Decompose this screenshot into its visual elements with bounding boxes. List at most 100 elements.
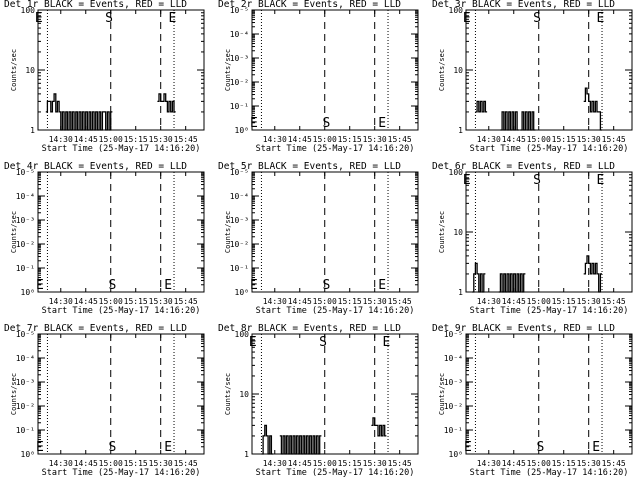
- chart-title: Det 2r BLACK = Events, RED = LLD: [218, 0, 401, 10]
- y-tick-label: 10⁰: [235, 288, 249, 297]
- x-axis-label: Start Time (25-May-17 14:16:20): [256, 144, 415, 154]
- x-tick-label: 15:45: [174, 297, 198, 306]
- annotation-letter-s: S: [536, 440, 544, 455]
- y-tick-label: 10⁻¹: [16, 264, 35, 273]
- y-axis-label: Counts/sec: [438, 49, 446, 91]
- annotation-letter-e: E: [250, 278, 258, 293]
- y-axis-label: Counts/sec: [438, 211, 446, 253]
- events-series-segment-3: [371, 417, 387, 437]
- x-tick-label: 15:45: [174, 459, 198, 468]
- events-series-segment-4: [583, 87, 602, 131]
- y-tick-label: 10⁻⁴: [230, 192, 249, 201]
- plot-frame: [251, 333, 419, 455]
- annotation-letter-e: E: [592, 440, 600, 455]
- x-tick-label: 15:15: [338, 135, 362, 144]
- chart-panel-4: Det 4r BLACK = Events, RED = LLD 14:30 14:…: [4, 161, 205, 316]
- chart-title: Det 7r BLACK = Events, RED = LLD: [4, 323, 187, 334]
- x-axis-label: Start Time (25-May-17 14:16:20): [470, 306, 629, 316]
- y-tick-label: 10⁻⁴: [16, 354, 35, 363]
- y-tick-label: 10⁻²: [16, 240, 35, 249]
- y-tick-label: 10: [453, 228, 463, 237]
- chart-title: Det 4r BLACK = Events, RED = LLD: [4, 161, 187, 172]
- annotation-letter-e: E: [36, 278, 44, 293]
- x-axis-label: Start Time (25-May-17 14:16:20): [470, 144, 629, 154]
- x-tick-label: 15:45: [602, 459, 626, 468]
- y-tick-label: 10⁻²: [16, 402, 35, 411]
- x-tick-label: 15:30: [149, 459, 173, 468]
- plot-frame: [465, 171, 633, 293]
- x-tick-label: 14:45: [288, 459, 312, 468]
- x-tick-label: 14:30: [263, 135, 287, 144]
- y-axis-label: Counts/sec: [10, 49, 18, 91]
- x-tick-label: 15:30: [363, 459, 387, 468]
- chart-title: Det 6r BLACK = Events, RED = LLD: [432, 161, 615, 172]
- chart-panel-7: Det 7r BLACK = Events, RED = LLD 14:30 14:…: [4, 323, 205, 478]
- chart-title: Det 3r BLACK = Events, RED = LLD: [432, 0, 615, 10]
- events-series-segment-1: [261, 424, 274, 455]
- annotation-letter-e: E: [463, 173, 471, 188]
- y-tick-label: 100: [21, 6, 36, 15]
- y-tick-label: 10⁻¹: [230, 102, 249, 111]
- x-tick-label: 15:45: [602, 135, 626, 144]
- y-tick-label: 10⁻⁵: [16, 330, 35, 339]
- y-axis-label: Counts/sec: [10, 373, 18, 415]
- x-tick-label: 14:45: [502, 135, 526, 144]
- y-tick-label: 10⁻³: [230, 54, 249, 63]
- annotation-letter-e: E: [464, 440, 472, 455]
- y-tick-label: 100: [235, 330, 250, 339]
- y-tick-label: 1: [458, 288, 463, 297]
- y-tick-label: 10⁻⁵: [16, 168, 35, 177]
- plot-frame: [465, 333, 633, 455]
- x-axis-label: Start Time (25-May-17 14:16:20): [42, 468, 201, 478]
- x-tick-label: 14:30: [49, 135, 73, 144]
- y-tick-label: 10⁻⁵: [230, 168, 249, 177]
- events-series-segment-2: [500, 111, 519, 131]
- y-tick-label: 10⁻³: [230, 216, 249, 225]
- x-tick-label: 15:30: [577, 459, 601, 468]
- x-tick-label: 15:15: [552, 135, 576, 144]
- x-tick-label: 14:45: [74, 297, 98, 306]
- plot-frame: [37, 333, 205, 455]
- x-tick-label: 14:30: [263, 459, 287, 468]
- x-tick-label: 14:30: [263, 297, 287, 306]
- x-tick-label: 15:30: [577, 297, 601, 306]
- annotation-letter-s: S: [319, 335, 327, 350]
- x-tick-label: 15:00: [313, 135, 337, 144]
- annotation-letter-e: E: [249, 335, 257, 350]
- x-tick-label: 15:00: [527, 459, 551, 468]
- plot-frame: [37, 171, 205, 293]
- y-axis-label: Counts/sec: [224, 373, 232, 415]
- y-tick-label: 10: [453, 66, 463, 75]
- x-tick-label: 15:30: [577, 135, 601, 144]
- x-tick-label: 14:45: [288, 135, 312, 144]
- x-tick-label: 15:30: [363, 135, 387, 144]
- x-tick-label: 15:00: [99, 459, 123, 468]
- x-tick-label: 15:45: [174, 135, 198, 144]
- x-tick-label: 14:30: [49, 459, 73, 468]
- annotation-letter-e: E: [164, 440, 172, 455]
- plot-frame: [251, 171, 419, 293]
- annotation-letter-s: S: [322, 116, 330, 131]
- y-axis-label: Counts/sec: [224, 211, 232, 253]
- events-series-segment-1: [472, 262, 486, 293]
- x-tick-label: 14:45: [502, 459, 526, 468]
- x-tick-label: 14:30: [477, 459, 501, 468]
- x-tick-label: 15:15: [124, 297, 148, 306]
- y-tick-label: 1: [244, 450, 249, 459]
- annotation-letter-e: E: [250, 116, 258, 131]
- annotation-letter-e: E: [378, 116, 386, 131]
- y-tick-label: 10⁻²: [230, 78, 249, 87]
- annotation-letter-s: S: [533, 173, 541, 188]
- annotation-letter-e: E: [378, 278, 386, 293]
- y-tick-label: 1: [30, 126, 35, 135]
- y-tick-label: 10⁰: [235, 126, 249, 135]
- annotation-letter-s: S: [533, 11, 541, 26]
- y-tick-label: 100: [449, 168, 464, 177]
- chart-panel-3: Det 3r BLACK = Events, RED = LLD 14:30 14:…: [432, 0, 633, 154]
- annotation-letter-e: E: [382, 335, 390, 350]
- x-tick-label: 14:45: [74, 459, 98, 468]
- x-tick-label: 15:00: [313, 459, 337, 468]
- annotation-letter-s: S: [105, 11, 113, 26]
- y-tick-label: 10: [25, 66, 35, 75]
